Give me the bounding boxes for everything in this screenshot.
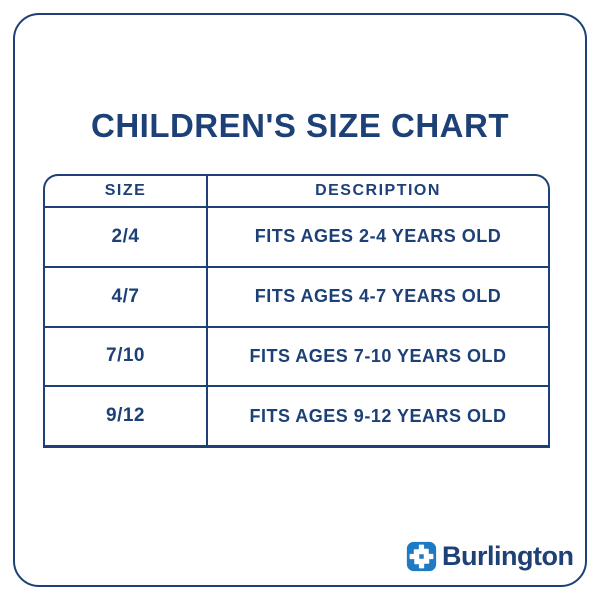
size-value: 4/7 <box>45 267 208 326</box>
size-table: SIZE DESCRIPTION 2/4 FITS AGES 2-4 YEARS… <box>43 174 550 448</box>
table-header-row: SIZE DESCRIPTION <box>45 176 548 206</box>
size-description: FITS AGES 7-10 YEARS OLD <box>249 345 507 366</box>
size-description: FITS AGES 4-7 YEARS OLD <box>254 286 502 307</box>
size-value: 9/12 <box>45 387 208 445</box>
page-title: CHILDREN'S SIZE CHART <box>90 107 510 144</box>
table-header-size: SIZE <box>45 176 208 206</box>
table-row: 9/12 FITS AGES 9-12 YEARS OLD <box>45 385 548 445</box>
size-description: FITS AGES 2-4 YEARS OLD <box>254 226 502 247</box>
table-header-description: DESCRIPTION <box>315 182 441 199</box>
burlington-wordmark: Burlington <box>442 541 574 571</box>
burlington-logo: Burlington <box>406 541 574 572</box>
size-description: FITS AGES 9-12 YEARS OLD <box>249 405 507 426</box>
outer-rounded-border <box>13 13 587 587</box>
burlington-cross-mark-icon <box>406 541 437 572</box>
size-value: 2/4 <box>45 208 208 266</box>
table-row: 7/10 FITS AGES 7-10 YEARS OLD <box>45 325 548 386</box>
table-row: 2/4 FITS AGES 2-4 YEARS OLD <box>45 206 548 266</box>
table-row: 4/7 FITS AGES 4-7 YEARS OLD <box>45 265 548 326</box>
size-value: 7/10 <box>45 327 208 386</box>
